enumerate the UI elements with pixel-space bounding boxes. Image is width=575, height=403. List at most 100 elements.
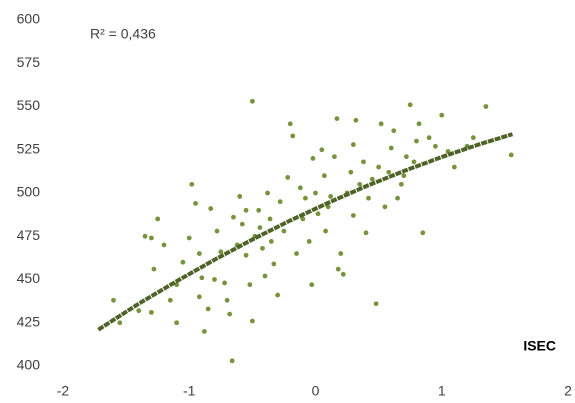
point <box>243 207 249 213</box>
point <box>227 311 233 317</box>
point <box>267 216 273 222</box>
point <box>373 301 379 307</box>
point <box>205 306 211 312</box>
point <box>310 156 316 161</box>
point <box>161 242 167 248</box>
point <box>426 135 432 141</box>
point <box>257 225 263 231</box>
point <box>439 112 445 118</box>
point <box>117 320 123 326</box>
point <box>340 271 346 277</box>
y-tick-label: 500 <box>17 184 41 200</box>
point <box>189 181 195 187</box>
point <box>414 138 419 144</box>
point <box>306 239 312 244</box>
point <box>196 294 202 300</box>
x-tick-label: 1 <box>438 383 446 399</box>
x-tick-label: 0 <box>312 383 320 399</box>
point <box>214 228 220 234</box>
point <box>260 245 265 251</box>
point <box>404 154 409 160</box>
y-tick-label: 475 <box>17 227 41 243</box>
point <box>151 266 157 272</box>
point <box>285 175 291 180</box>
point <box>420 230 426 236</box>
point <box>483 104 489 109</box>
point <box>237 194 243 199</box>
point <box>202 329 207 334</box>
point <box>366 195 371 201</box>
point <box>319 147 325 153</box>
y-tick-label: 550 <box>17 97 41 113</box>
point <box>378 121 384 127</box>
point <box>388 145 394 151</box>
point <box>357 181 363 187</box>
point <box>249 98 255 104</box>
point <box>407 102 413 108</box>
point <box>249 318 255 324</box>
point <box>277 199 283 205</box>
point <box>433 143 438 149</box>
r2-annotation: R² = 0,436 <box>90 26 156 42</box>
point <box>275 292 281 298</box>
point <box>395 195 400 201</box>
point <box>174 320 180 326</box>
point <box>376 164 382 170</box>
point <box>353 117 359 123</box>
point <box>321 173 327 179</box>
y-tick-label: 400 <box>17 357 41 373</box>
point <box>243 252 249 258</box>
point <box>386 169 392 175</box>
point <box>196 251 202 256</box>
point <box>332 154 337 160</box>
point <box>268 239 274 244</box>
point <box>309 282 315 288</box>
point <box>142 233 148 239</box>
point <box>265 190 270 196</box>
point <box>290 133 296 139</box>
point <box>222 280 228 286</box>
y-tick-label: 425 <box>17 313 41 329</box>
point <box>470 135 476 141</box>
point <box>313 190 318 196</box>
point <box>224 297 230 303</box>
y-tick-label: 450 <box>17 270 41 286</box>
point <box>303 195 308 201</box>
point <box>199 275 205 281</box>
point <box>325 204 331 210</box>
point <box>294 251 299 256</box>
point <box>391 128 397 134</box>
point <box>193 200 198 206</box>
point <box>239 221 245 227</box>
point <box>262 273 268 279</box>
point <box>401 173 407 179</box>
point <box>231 214 236 220</box>
point <box>212 277 217 282</box>
point <box>315 211 321 217</box>
point <box>363 230 369 236</box>
x-tick-label: -1 <box>183 383 196 399</box>
point <box>398 181 404 187</box>
point <box>148 309 154 315</box>
point <box>361 159 366 165</box>
point <box>369 176 375 182</box>
point <box>335 266 341 272</box>
point <box>247 282 253 288</box>
point <box>297 185 303 191</box>
point <box>350 142 356 147</box>
point <box>416 121 422 127</box>
point <box>451 164 457 170</box>
point <box>382 204 388 210</box>
point <box>229 358 235 364</box>
x-tick-label: -2 <box>57 383 70 399</box>
x-tick-label: 2 <box>564 383 572 399</box>
point <box>411 159 417 165</box>
y-tick-label: 525 <box>17 140 41 156</box>
point <box>256 207 262 213</box>
point <box>281 228 287 234</box>
point <box>328 194 334 199</box>
point <box>180 259 186 265</box>
point <box>148 235 154 241</box>
point <box>334 116 340 122</box>
